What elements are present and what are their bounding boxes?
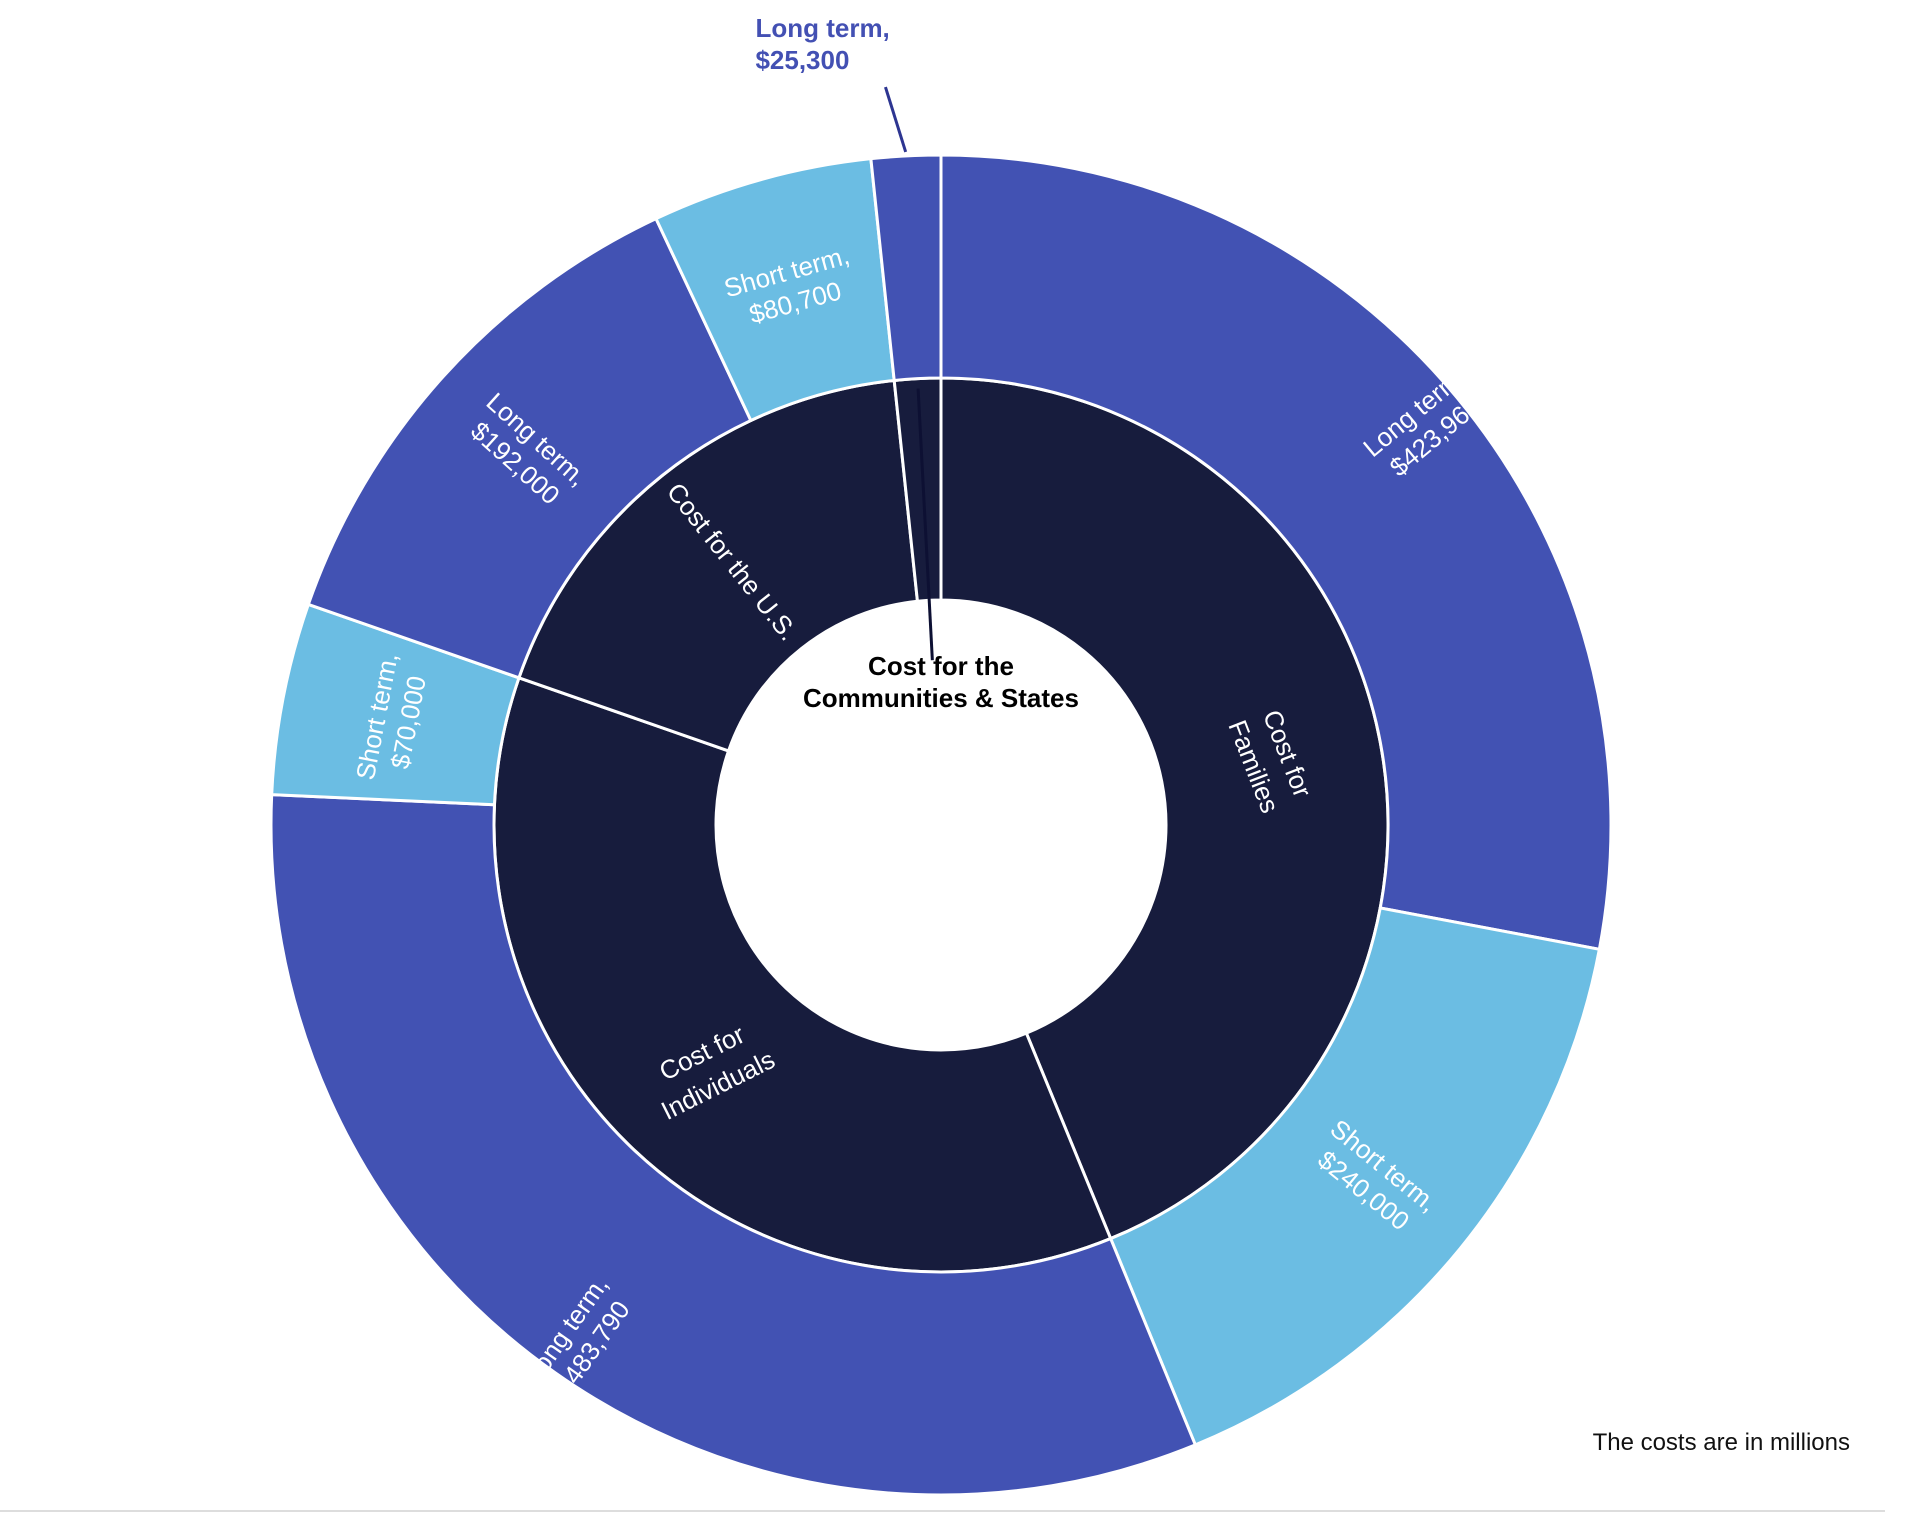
leader-line-cost-for-the-communities-and-states — [916, 388, 934, 661]
outer-segment-cost-for-families-long-term — [939, 153, 1613, 951]
outer-segment-cost-for-individuals-long-term — [269, 793, 1197, 1497]
outer-label-cost-for-the-communities-and-states-long-term: Long term, $25,300 — [755, 13, 889, 75]
unit-note: The costs are in millions — [1593, 1429, 1850, 1456]
outer-segment-cost-for-families-short-term — [1109, 906, 1601, 1447]
segments-layer — [269, 153, 1613, 1497]
inner-label-cost-for-the-communities-and-states: Cost for the Communities & States — [803, 651, 1079, 713]
outer-segment-cost-for-the-communities-and-states-long-term — [869, 153, 943, 382]
leader-line-cost-for-the-communities-and-states-long-term — [884, 86, 908, 153]
